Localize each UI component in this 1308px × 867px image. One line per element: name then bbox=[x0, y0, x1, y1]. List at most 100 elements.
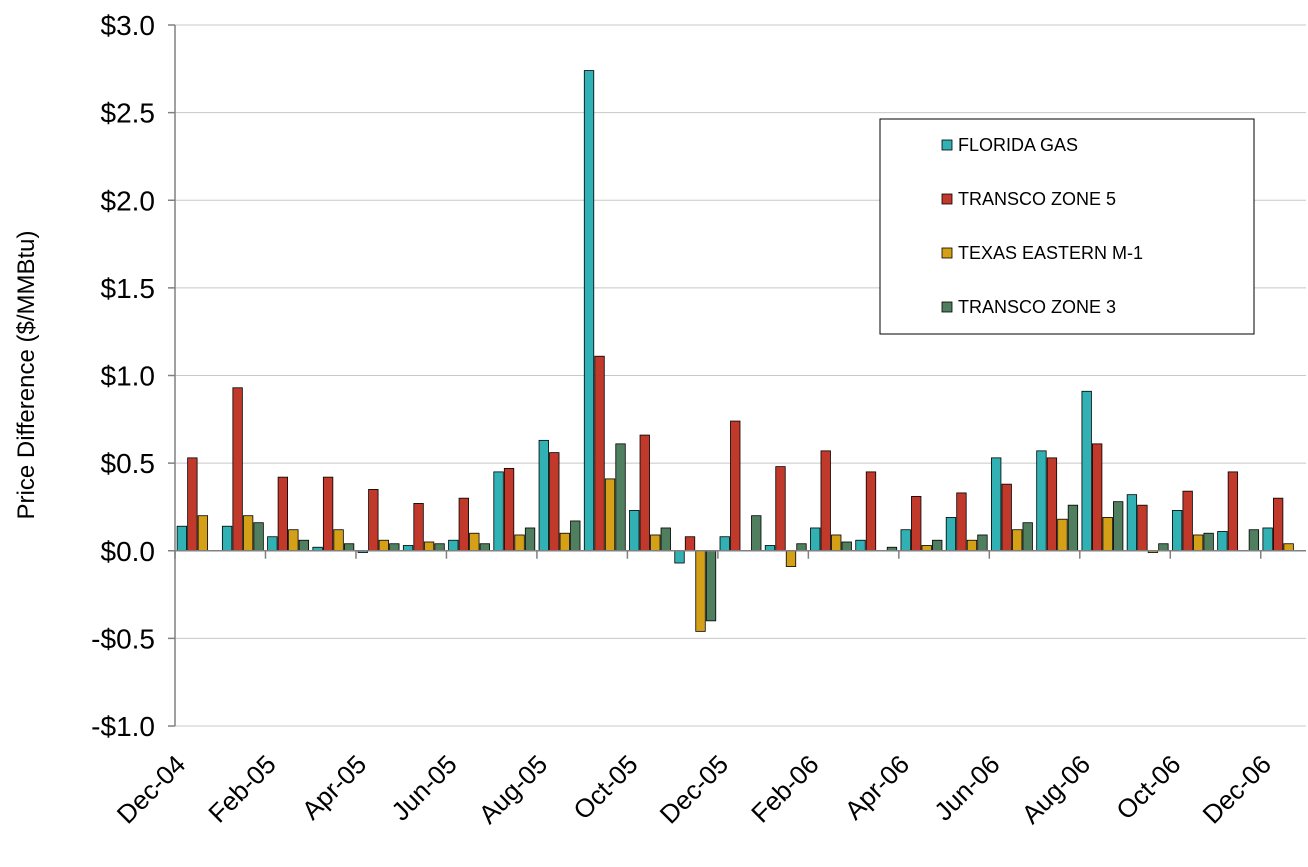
legend-label: TRANSCO ZONE 5 bbox=[958, 189, 1116, 209]
bar bbox=[604, 478, 616, 552]
bar bbox=[945, 517, 957, 552]
y-tick-label: $2.5 bbox=[101, 98, 156, 129]
bar bbox=[389, 543, 400, 552]
x-tick-label: Oct-05 bbox=[567, 749, 643, 825]
bar bbox=[1022, 522, 1033, 552]
bar bbox=[1248, 529, 1260, 552]
bar bbox=[232, 387, 243, 552]
bar bbox=[785, 550, 797, 567]
bar bbox=[1036, 450, 1047, 552]
bar bbox=[1283, 543, 1294, 552]
bar bbox=[831, 534, 842, 552]
bar bbox=[932, 539, 943, 552]
bar bbox=[991, 457, 1002, 552]
y-tick-label: $0.5 bbox=[101, 448, 156, 479]
bar bbox=[197, 515, 209, 552]
y-tick-label: -$0.5 bbox=[91, 623, 155, 654]
x-tick-label: Dec-06 bbox=[1197, 749, 1277, 829]
bar bbox=[288, 529, 299, 552]
bar bbox=[413, 503, 424, 552]
x-tick-label: Feb-05 bbox=[202, 749, 281, 828]
bar bbox=[583, 70, 595, 552]
bar bbox=[1113, 501, 1124, 552]
bar bbox=[775, 466, 786, 552]
bar bbox=[650, 534, 661, 552]
bar bbox=[503, 467, 515, 552]
x-tick-label: Dec-04 bbox=[111, 749, 191, 829]
y-tick-labels: -$1.0 -$0.5 $0.0 $0.5 $1.0 $1.5 $2.0 $2.5 $3.0 bbox=[91, 10, 155, 742]
bar bbox=[524, 527, 536, 552]
bar bbox=[378, 539, 389, 552]
bar bbox=[1137, 504, 1148, 552]
bar bbox=[368, 489, 379, 552]
bar bbox=[479, 543, 490, 552]
bar bbox=[469, 532, 480, 552]
bar bbox=[1092, 443, 1103, 552]
bar bbox=[730, 420, 741, 552]
bar bbox=[977, 534, 988, 552]
bar bbox=[639, 434, 650, 552]
legend-swatch bbox=[941, 247, 953, 259]
legend-label: FLORIDA GAS bbox=[958, 135, 1078, 155]
bar bbox=[810, 527, 821, 552]
bar bbox=[423, 541, 435, 552]
bar bbox=[1172, 510, 1183, 552]
bar bbox=[514, 534, 525, 552]
bar bbox=[1217, 531, 1228, 552]
bar bbox=[719, 536, 730, 552]
bar bbox=[956, 492, 967, 552]
gridlines bbox=[175, 24, 1306, 727]
legend-swatch bbox=[941, 139, 953, 151]
bar bbox=[1126, 494, 1138, 552]
legend-swatch bbox=[941, 301, 953, 313]
bar bbox=[1262, 527, 1273, 552]
bar bbox=[333, 529, 344, 552]
bar bbox=[493, 471, 504, 552]
bar bbox=[684, 536, 696, 552]
bar bbox=[695, 550, 706, 632]
legend-swatch bbox=[941, 193, 953, 205]
bar bbox=[594, 355, 605, 552]
bar bbox=[1081, 390, 1092, 552]
y-tick-label: $1.0 bbox=[101, 361, 156, 392]
bar bbox=[298, 539, 310, 552]
x-tick-label: Dec-05 bbox=[654, 749, 734, 829]
bar bbox=[549, 452, 560, 552]
x-tick-label: Jun-06 bbox=[928, 749, 1005, 826]
bar bbox=[966, 539, 978, 552]
bar bbox=[1272, 497, 1284, 552]
bar bbox=[1102, 517, 1113, 552]
x-tick-label: Feb-06 bbox=[745, 749, 824, 828]
bar bbox=[764, 545, 776, 552]
bar bbox=[402, 545, 414, 552]
bar bbox=[820, 450, 831, 552]
x-tick-label: Aug-05 bbox=[473, 749, 553, 829]
bar bbox=[629, 510, 640, 552]
bar bbox=[538, 439, 549, 552]
bar bbox=[322, 476, 334, 552]
y-tick-label: $2.0 bbox=[101, 185, 156, 216]
bar bbox=[570, 520, 581, 552]
x-tick-label: Oct-06 bbox=[1110, 749, 1186, 825]
x-tick-label: Aug-06 bbox=[1016, 749, 1096, 829]
bar bbox=[448, 539, 459, 552]
legend-label: TEXAS EASTERN M-1 bbox=[958, 243, 1143, 263]
bar bbox=[242, 515, 254, 552]
x-tick-label: Jun-05 bbox=[385, 749, 462, 826]
bar bbox=[267, 536, 278, 552]
bar bbox=[1158, 543, 1169, 552]
axes bbox=[168, 24, 1306, 727]
bar bbox=[674, 550, 685, 564]
y-tick-label: -$1.0 bbox=[91, 711, 155, 742]
bar bbox=[1001, 483, 1012, 552]
bar bbox=[705, 550, 717, 622]
bar bbox=[1046, 457, 1058, 552]
legend-box bbox=[879, 118, 1255, 335]
bar bbox=[1193, 534, 1204, 552]
bar bbox=[841, 541, 852, 552]
bar bbox=[911, 496, 922, 552]
y-axis-label: Price Difference ($/MMBtu) bbox=[13, 231, 40, 520]
y-tick-label: $1.5 bbox=[101, 273, 156, 304]
bar bbox=[176, 525, 188, 552]
